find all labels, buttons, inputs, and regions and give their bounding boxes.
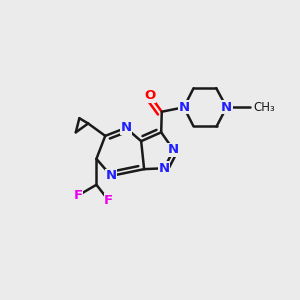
Text: N: N: [221, 101, 232, 114]
Text: N: N: [178, 101, 189, 114]
Text: F: F: [73, 189, 83, 202]
Text: CH₃: CH₃: [253, 101, 275, 114]
Text: N: N: [168, 143, 179, 157]
Text: N: N: [120, 122, 131, 134]
Text: O: O: [144, 89, 156, 102]
Text: F: F: [104, 194, 113, 207]
Text: N: N: [106, 169, 117, 182]
Text: N: N: [159, 162, 170, 175]
